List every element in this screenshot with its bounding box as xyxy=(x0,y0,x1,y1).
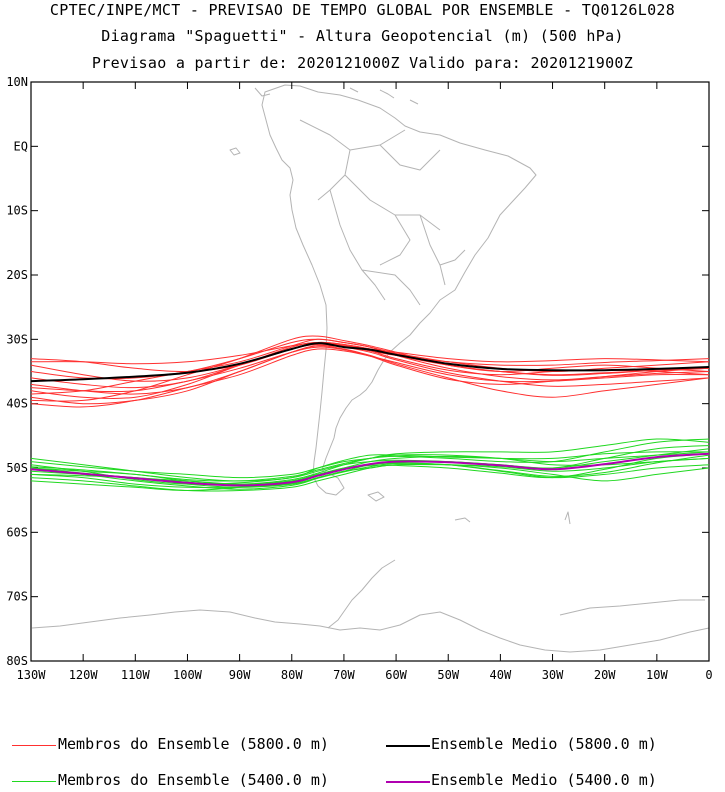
x-tick-label: 80W xyxy=(281,668,303,682)
falkland-islands xyxy=(367,491,385,502)
x-tick-label: 100W xyxy=(173,668,203,682)
south-georgia xyxy=(454,517,471,523)
series-0 xyxy=(30,335,710,408)
ensemble-member-line xyxy=(30,341,710,382)
antarctic-peninsula xyxy=(327,559,396,629)
legend-swatch-mean-5400 xyxy=(386,781,430,783)
ensemble-member-line xyxy=(30,445,710,485)
series-3 xyxy=(30,452,710,487)
x-tick-label: 50W xyxy=(437,668,459,682)
legend-label-members-5400: Membros do Ensemble (5400.0 m) xyxy=(58,771,329,789)
legend-swatch-mean-5800 xyxy=(386,745,430,747)
weddell-shelf xyxy=(559,599,705,616)
legend-label-mean-5800: Ensemble Medio (5800.0 m) xyxy=(431,735,657,753)
y-tick-label: 30S xyxy=(6,332,28,346)
y-tick-label: 50S xyxy=(6,461,28,475)
y-tick-label: 70S xyxy=(6,590,28,604)
legend-label-members-5800: Membros do Ensemble (5800.0 m) xyxy=(58,735,329,753)
map-outline xyxy=(31,84,710,653)
ensemble-mean-line xyxy=(30,452,710,487)
central-america-coastline xyxy=(254,87,419,105)
ensemble-member-line xyxy=(30,451,710,482)
title-line-3: Previsao a partir de: 2020121000Z Valido… xyxy=(91,54,634,72)
legend-label-mean-5400: Ensemble Medio (5400.0 m) xyxy=(431,771,657,789)
ensemble-member-line xyxy=(30,454,710,479)
series-2 xyxy=(30,438,710,492)
x-tick-label: 130W xyxy=(17,668,47,682)
south-america-coastline xyxy=(261,84,537,496)
y-tick-label: 10N xyxy=(6,75,28,89)
x-tick-label: 120W xyxy=(69,668,99,682)
ensemble-member-line xyxy=(30,335,710,402)
ensemble-member-line xyxy=(30,348,710,408)
country-borders xyxy=(299,119,466,306)
series-layer xyxy=(30,335,710,492)
y-tick-label: 60S xyxy=(6,525,28,539)
x-tick-label: 60W xyxy=(385,668,407,682)
islands xyxy=(229,147,571,525)
x-tick-label: 0 xyxy=(705,668,712,682)
plot-frame xyxy=(30,81,710,662)
x-tick-label: 70W xyxy=(333,668,355,682)
y-tick-label: 40S xyxy=(6,397,28,411)
legend-swatch-members-5400 xyxy=(12,781,56,782)
y-tick-label: EQ xyxy=(14,139,28,153)
y-tick-label: 10S xyxy=(6,204,28,218)
legend-swatch-members-5800 xyxy=(12,745,56,746)
series-1 xyxy=(30,342,710,383)
ensemble-member-line xyxy=(30,438,710,482)
y-tick-label: 80S xyxy=(6,654,28,668)
x-tick-label: 30W xyxy=(542,668,564,682)
x-tick-label: 40W xyxy=(490,668,512,682)
ensemble-mean-line xyxy=(30,342,710,383)
ensemble-member-line xyxy=(30,345,710,405)
x-tick-label: 90W xyxy=(229,668,251,682)
ensemble-member-line xyxy=(30,346,710,393)
ensemble-member-line xyxy=(30,454,710,490)
antarctica-coastline xyxy=(31,609,710,653)
title-line-1: CPTEC/INPE/MCT - PREVISAO DE TEMPO GLOBA… xyxy=(49,1,676,19)
title-line-2: Diagrama "Spaguetti" - Altura Geopotenci… xyxy=(101,27,624,45)
y-tick-label: 20S xyxy=(6,268,28,282)
ensemble-member-line xyxy=(30,338,710,395)
x-tick-label: 110W xyxy=(121,668,151,682)
ensemble-member-line xyxy=(30,343,710,373)
ensemble-member-line xyxy=(30,457,710,492)
x-tick-label: 20W xyxy=(594,668,616,682)
x-tick-label: 10W xyxy=(646,668,668,682)
